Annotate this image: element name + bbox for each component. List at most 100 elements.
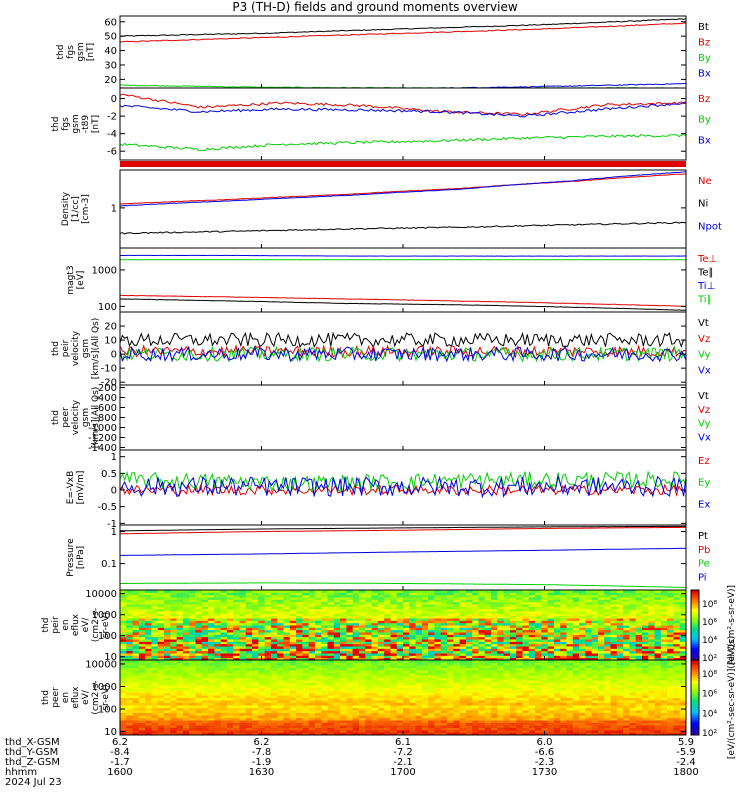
heatmap-cell xyxy=(145,687,152,691)
heatmap-cell xyxy=(302,604,310,607)
heatmap-cell xyxy=(472,601,479,605)
heatmap-cell xyxy=(660,650,668,654)
heatmap-cell xyxy=(264,670,272,673)
heatmap-cell xyxy=(428,597,435,600)
heatmap-cell xyxy=(654,632,662,635)
heatmap-cell xyxy=(384,727,391,731)
heatmap-cell xyxy=(120,627,127,631)
heatmap-cell xyxy=(258,592,266,596)
heatmap-cell xyxy=(233,717,240,721)
heatmap-cell xyxy=(453,670,461,673)
heatmap-cell xyxy=(453,613,461,617)
heatmap-cell xyxy=(635,646,643,649)
heatmap-cell xyxy=(252,650,259,654)
heatmap-cell xyxy=(377,606,385,610)
heatmap-cell xyxy=(321,629,329,633)
heatmap-cell xyxy=(252,597,259,600)
heatmap-cell xyxy=(214,606,222,610)
heatmap-cell xyxy=(497,646,505,649)
heatmap-cell xyxy=(396,594,404,598)
heatmap-cell xyxy=(390,682,398,686)
heatmap-cell xyxy=(522,601,530,605)
heatmap-cell xyxy=(440,667,448,671)
heatmap-cell xyxy=(553,625,561,628)
heatmap-cell xyxy=(270,660,278,663)
heatmap-cell xyxy=(390,636,398,640)
heatmap-cell xyxy=(245,695,253,698)
heatmap-cell xyxy=(195,715,203,718)
heatmap-cell xyxy=(302,715,310,718)
heatmap-cell xyxy=(308,717,316,721)
heatmap-cell xyxy=(308,697,316,701)
heatmap-cell xyxy=(327,722,335,726)
heatmap-cell xyxy=(195,641,203,645)
heatmap-cell xyxy=(384,611,391,614)
heatmap-cell xyxy=(497,650,505,654)
heatmap-cell xyxy=(547,597,555,600)
heatmap-cell xyxy=(403,655,410,659)
heatmap-cell xyxy=(132,618,140,621)
heatmap-cell xyxy=(157,702,165,706)
heatmap-cell xyxy=(289,715,297,718)
heatmap-cell xyxy=(239,641,247,645)
heatmap-cell xyxy=(308,606,316,610)
heatmap-cell xyxy=(509,702,517,706)
heatmap-cell xyxy=(453,634,461,638)
heatmap-cell xyxy=(340,615,347,619)
heatmap-cell xyxy=(208,732,215,736)
heatmap-cell xyxy=(547,677,555,681)
heatmap-cell xyxy=(132,615,140,619)
heatmap-cell xyxy=(270,601,278,605)
heatmap-cell xyxy=(660,615,668,619)
heatmap-cell xyxy=(396,620,404,624)
heatmap-cell xyxy=(478,662,486,666)
heatmap-cell xyxy=(189,677,196,681)
heatmap-cell xyxy=(296,604,303,607)
heatmap-cell xyxy=(346,653,354,656)
heatmap-cell xyxy=(277,611,285,614)
heatmap-cell xyxy=(346,722,354,726)
heatmap-cell xyxy=(509,680,517,683)
heatmap-cell xyxy=(157,682,165,686)
heatmap-cell xyxy=(201,608,209,612)
heatmap-cell xyxy=(604,627,612,631)
heatmap-cell xyxy=(346,732,354,736)
heatmap-cell xyxy=(170,697,178,701)
heatmap-cell xyxy=(277,712,285,716)
heatmap-cell xyxy=(145,632,152,635)
heatmap-cell xyxy=(440,695,448,698)
heatmap-cell xyxy=(340,685,347,688)
heatmap-cell xyxy=(660,632,668,635)
heatmap-cell xyxy=(403,695,410,698)
heatmap-cell xyxy=(239,667,247,671)
heatmap-cell xyxy=(472,662,479,666)
y-axis-label-line: peer xyxy=(61,407,71,428)
heatmap-cell xyxy=(201,636,209,640)
heatmap-cell xyxy=(610,618,618,621)
heatmap-cell xyxy=(503,599,511,603)
heatmap-cell xyxy=(314,627,322,631)
heatmap-cell xyxy=(428,639,435,642)
heatmap-cell xyxy=(239,665,247,668)
heatmap-cell xyxy=(409,670,417,673)
heatmap-cell xyxy=(182,727,190,731)
heatmap-cell xyxy=(195,707,203,711)
heatmap-cell xyxy=(346,639,354,642)
y-axis-label-line: [nPa] xyxy=(76,546,86,569)
heatmap-cell xyxy=(403,604,410,607)
heatmap-cell xyxy=(157,643,165,647)
heatmap-cell xyxy=(453,732,461,736)
heatmap-cell xyxy=(409,590,417,593)
heatmap-cell xyxy=(465,629,473,633)
heatmap-cell xyxy=(503,594,511,598)
heatmap-cell xyxy=(453,665,461,668)
heatmap-cell xyxy=(308,695,316,698)
heatmap-cell xyxy=(321,597,329,600)
heatmap-cell xyxy=(377,660,385,663)
series-line-Ti⊥ xyxy=(120,254,686,257)
heatmap-cell xyxy=(333,690,341,693)
heatmap-cell xyxy=(333,604,341,607)
heatmap-cell xyxy=(516,667,523,671)
heatmap-cell xyxy=(434,646,442,649)
heatmap-cell xyxy=(547,685,555,688)
